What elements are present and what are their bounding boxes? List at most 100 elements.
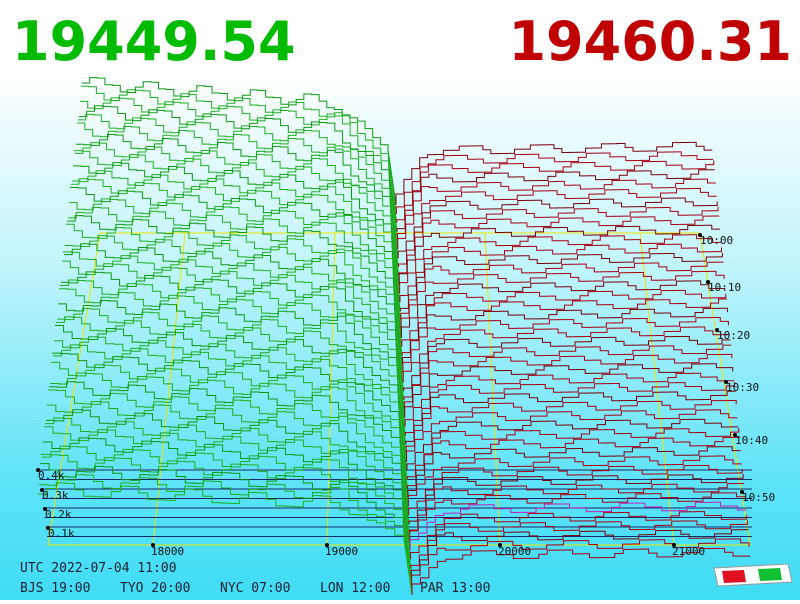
floor-line [152,232,186,546]
ask-depth-line [401,298,728,356]
price-label: 19000 [325,545,358,558]
tick-dot [740,490,744,494]
bid-depth-line [53,344,408,463]
ask-depth-line [408,464,743,516]
bid-depth-line [40,463,412,578]
ask-depth-line [401,289,727,347]
tick-dot [715,328,719,332]
volume-label: 0.4k [38,469,65,482]
ask-depth-line [402,307,729,365]
ask-depth-line [404,363,734,418]
time-label: 10:40 [735,434,768,447]
bid-depth-line [56,316,406,436]
time-label: 10:50 [742,491,775,504]
bid-depth-line [72,170,401,294]
ask-depth-line [399,252,723,312]
ask-depth-line [407,446,741,498]
glasses-icon [713,563,793,587]
bid-depth-line [57,308,406,427]
bid-depth-line [44,426,411,542]
bid-depth-line [65,235,403,356]
price-label: 21000 [672,545,705,558]
bid-depth-line [43,437,411,551]
tick-dot [325,543,329,547]
bid-depth-line [64,243,404,365]
volume-label: 0.2k [45,508,72,521]
ask-depth-line [410,529,749,578]
bid-depth-line [61,271,405,392]
ask-depth-line [408,474,744,525]
bid-depth-line [38,482,413,596]
floor-line [639,232,675,546]
tick-dot [498,543,502,547]
ask-depth-line [410,511,748,560]
depth-surface [38,77,751,596]
bid-depth-line [68,206,402,330]
ask-depth-line [400,270,725,330]
ask-depth-line [409,492,746,542]
ask-depth-line [400,280,726,338]
utc-time: UTC 2022-07-04 11:00 [20,561,177,576]
ask-depth-line [398,224,721,285]
zone-time: PAR 13:00 [420,581,490,596]
bid-depth-line [39,474,413,587]
bid-depth-line [78,113,398,241]
floor-outline [47,232,751,546]
price-label: 20000 [498,545,531,558]
volume-label: 0.1k [48,527,75,540]
bid-depth-line [71,178,401,303]
ask-depth-line [395,141,713,205]
ask-depth-line [402,317,729,374]
bid-depth-line [76,134,399,259]
ask-depth-line [398,215,720,276]
ask-depth-line [407,455,742,507]
ask-depth-line [396,160,715,223]
ask-depth-line [396,169,716,232]
ask-depth-line [396,178,716,241]
bid-depth-line [47,401,410,516]
tick-dot [724,380,728,384]
floor-line [484,232,501,546]
tick-dot [698,233,702,237]
ask-depth-line [397,188,717,250]
ask-price: 19460.31 [508,10,792,73]
ask-depth-line [399,243,722,303]
bid-depth-line [66,223,403,347]
bid-depth-line [77,122,399,250]
bid-depth-line [69,198,402,321]
ask-depth-line [397,197,718,259]
bid-depth-line [81,85,397,214]
bid-depth-line [55,325,407,445]
price-label: 18000 [151,545,184,558]
zone-time: TYO 20:00 [120,581,190,596]
bid-depth-line [80,97,398,223]
time-label: 10:10 [708,281,741,294]
bid-depth-line [51,361,408,480]
bid-depth-line [70,186,401,312]
bid-price: 19449.54 [12,10,296,73]
ask-depth-line [411,547,751,595]
time-label: 10:00 [700,234,733,247]
bid-depth-line [59,288,405,409]
ask-depth-line [395,151,714,214]
bid-depth-line [62,260,404,383]
tick-dot [43,507,47,511]
ask-depth-line [404,372,735,427]
bid-depth-line [54,336,407,454]
ask-depth-line [409,501,747,551]
zone-time: NYC 07:00 [220,581,290,596]
tick-dot [706,280,710,284]
ask-depth-line [403,335,731,392]
tick-dot [672,543,676,547]
bid-depth-line [52,352,408,471]
bid-depth-line [45,417,410,534]
ask-depth-line [404,381,735,436]
volume-label: 0.3k [42,489,69,502]
ask-depth-line [403,344,732,400]
bid-depth-line [73,162,400,285]
bid-depth-line [50,372,409,489]
ask-depth-line [403,353,733,409]
bid-depth-line [58,299,406,418]
